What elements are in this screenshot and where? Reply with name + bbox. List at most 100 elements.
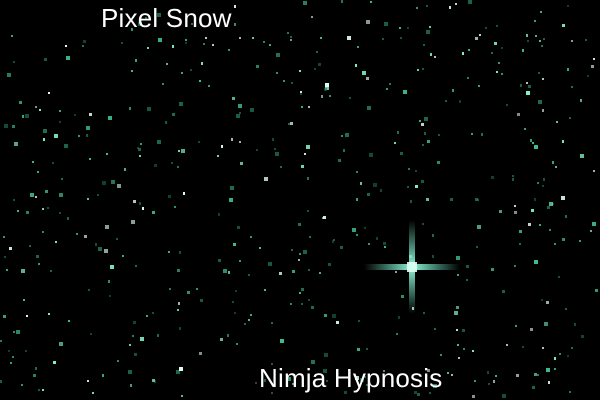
snowflake <box>92 392 94 394</box>
snowflake <box>84 235 87 238</box>
snowflake <box>336 321 339 324</box>
snowflake <box>343 149 345 152</box>
snowflake <box>168 195 171 198</box>
snowflake <box>82 45 84 47</box>
snowflake <box>29 245 31 247</box>
snowflake <box>276 53 280 57</box>
snowflake <box>299 292 301 294</box>
snowflake <box>129 107 131 110</box>
snowflake <box>515 325 517 327</box>
snowflake <box>250 314 252 316</box>
snowflake <box>178 150 180 152</box>
snowflake <box>543 178 545 181</box>
snowflake <box>121 42 123 44</box>
snowflake <box>264 379 266 382</box>
snowflake <box>291 249 293 251</box>
snowflake <box>471 133 473 135</box>
snowflake <box>269 44 271 46</box>
snowflake <box>147 107 151 111</box>
snowflake <box>38 263 40 265</box>
snowflake <box>531 209 534 212</box>
snowflake <box>234 5 236 8</box>
snowflake <box>135 265 137 267</box>
snowflake <box>35 196 37 198</box>
snowflake <box>301 303 303 305</box>
snowflake <box>231 138 233 141</box>
snowflake <box>131 220 135 224</box>
snowflake <box>416 7 418 9</box>
snowflake <box>201 62 203 65</box>
snowflake <box>248 319 250 321</box>
snowflake <box>468 49 470 51</box>
snowflake <box>25 350 27 352</box>
snowflake <box>244 323 246 325</box>
snowflake <box>562 24 565 27</box>
snowflake <box>488 383 490 385</box>
snowflake <box>360 182 362 185</box>
snowflake <box>532 386 535 389</box>
snowflake <box>32 161 34 163</box>
snowflake <box>102 374 104 377</box>
snowflake <box>133 200 136 203</box>
snowflake <box>554 243 556 245</box>
snowflake <box>23 299 25 301</box>
snowflake <box>165 121 167 124</box>
snowflake <box>298 223 301 226</box>
snowflake <box>499 210 502 213</box>
snowflake <box>109 295 111 297</box>
snowflake <box>256 149 258 151</box>
snowflake <box>37 171 39 173</box>
snowflake <box>538 100 542 104</box>
snowflake <box>321 95 323 98</box>
snowflake <box>319 272 321 274</box>
snowflake <box>324 88 327 91</box>
snowflake <box>574 323 576 326</box>
snowflake <box>4 256 6 258</box>
snowflake <box>452 89 454 92</box>
snowflake <box>491 52 493 54</box>
snowflake <box>426 198 429 201</box>
snowflake <box>199 80 201 82</box>
snowflake <box>479 34 481 36</box>
snowflake <box>526 34 528 37</box>
snowflake <box>290 303 292 305</box>
snowflake <box>276 72 278 74</box>
snowflake <box>42 389 44 391</box>
snowflake <box>421 180 424 183</box>
snowflake <box>538 72 540 74</box>
snowflake <box>89 158 91 160</box>
snowflake <box>537 374 539 376</box>
snowflake <box>176 370 180 374</box>
snowflake <box>341 0 343 3</box>
snowflake <box>111 180 115 184</box>
snowflake <box>290 36 292 38</box>
snowflake <box>158 38 162 42</box>
snowflake <box>288 123 290 125</box>
snowflake <box>458 357 460 359</box>
snowflake <box>55 241 57 243</box>
snowflake <box>190 69 192 71</box>
snowflake <box>21 269 25 273</box>
snowflake <box>168 251 170 253</box>
snowflake <box>53 361 56 364</box>
snowflake <box>456 306 459 309</box>
snowflake <box>0 340 2 342</box>
snowflake <box>429 26 431 28</box>
snowflake <box>177 269 180 272</box>
snowflake <box>252 37 254 39</box>
credit-text: Nimja Hypnosis <box>259 363 443 393</box>
snowflake <box>422 144 424 146</box>
snowflake <box>571 86 573 88</box>
snowflake <box>13 331 15 333</box>
snowflake <box>74 114 76 116</box>
snowflake <box>122 255 124 257</box>
snowflake <box>519 230 522 233</box>
snowflake <box>135 59 137 62</box>
snowflake <box>537 182 539 184</box>
snowflake <box>26 315 28 317</box>
snowflake <box>0 380 2 383</box>
snowflake <box>200 299 203 302</box>
snowflake <box>440 354 442 356</box>
snowflake <box>3 236 5 238</box>
